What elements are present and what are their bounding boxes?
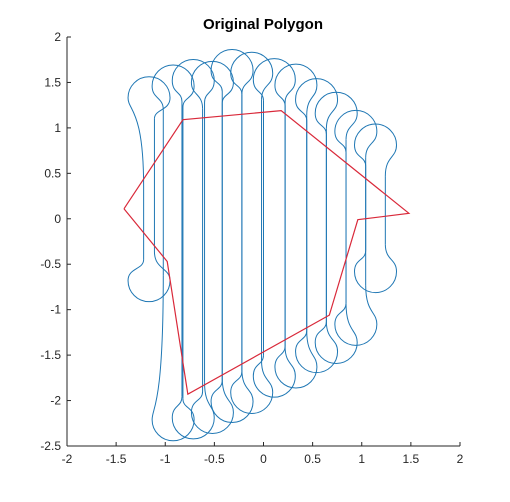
- strip-cap-bottom: [151, 275, 195, 442]
- strip-cap-top: [127, 76, 171, 187]
- strip-cap-top: [252, 58, 296, 103]
- y-tick-label: -2: [50, 394, 61, 408]
- strip-cap-bottom: [230, 360, 274, 414]
- polygon-line: [123, 110, 411, 396]
- strip-cap-bottom: [354, 244, 398, 294]
- strip-cap-bottom: [274, 330, 318, 389]
- y-tick-label: -2.5: [40, 439, 61, 453]
- strip-cap-bottom: [190, 377, 234, 434]
- y-tick-label: 2: [54, 30, 61, 44]
- strip-cap-top: [151, 64, 195, 110]
- y-axis: -2.5 -2 -1.5 -1 -0.5 0 0.5 1 1.5 2: [40, 30, 71, 453]
- strip-cap-top: [190, 60, 234, 109]
- strip-12: [354, 123, 398, 294]
- x-tick-label: 2: [457, 452, 464, 466]
- strip-10: [314, 91, 358, 364]
- x-tick-label: -1.5: [106, 452, 127, 466]
- x-tick-label: -1: [160, 452, 171, 466]
- y-tick-label: -1: [50, 303, 61, 317]
- strip-cap-top: [334, 109, 378, 158]
- x-tick-label: 0: [260, 452, 267, 466]
- x-tick-label: 0.5: [304, 452, 321, 466]
- y-tick-label: 1: [54, 121, 61, 135]
- strip-cap-top: [295, 78, 339, 129]
- strip-cap-top: [171, 59, 215, 103]
- strip-9: [295, 78, 339, 374]
- strip-2: [151, 64, 195, 442]
- x-tick-label: 1.5: [403, 452, 420, 466]
- y-tick-label: -1.5: [40, 348, 61, 362]
- strip-cap-bottom: [252, 346, 296, 398]
- chart-title: Original Polygon: [203, 16, 323, 33]
- strip-cap-bottom: [210, 369, 254, 424]
- x-tick-label: -0.5: [204, 452, 225, 466]
- strip-cap-top: [210, 49, 254, 95]
- y-tick-label: 1.5: [44, 75, 61, 89]
- strip-3: [171, 59, 215, 440]
- strip-cap-bottom: [334, 285, 378, 346]
- strip-6: [230, 51, 274, 414]
- strip-1: [127, 76, 171, 303]
- strip-cap-bottom: [314, 303, 358, 364]
- strip-cap-top: [314, 91, 358, 140]
- y-tick-label: 0.5: [44, 166, 61, 180]
- y-tick-label: -0.5: [40, 257, 61, 271]
- strip-cap-bottom: [295, 321, 339, 374]
- y-tick-label: 0: [54, 212, 61, 226]
- strip-5: [210, 49, 254, 424]
- strip-cap-top: [354, 123, 398, 177]
- x-tick-label: 1: [358, 452, 365, 466]
- strip-cap-bottom: [127, 251, 171, 303]
- x-tick-label: -2: [62, 452, 73, 466]
- strip-cap-top: [230, 51, 274, 100]
- x-axis: -2 -1.5 -1 -0.5 0 0.5 1 1.5 2: [62, 442, 464, 466]
- strip-8: [274, 63, 318, 389]
- plot-area: [123, 49, 411, 442]
- strip-cap-top: [274, 63, 318, 116]
